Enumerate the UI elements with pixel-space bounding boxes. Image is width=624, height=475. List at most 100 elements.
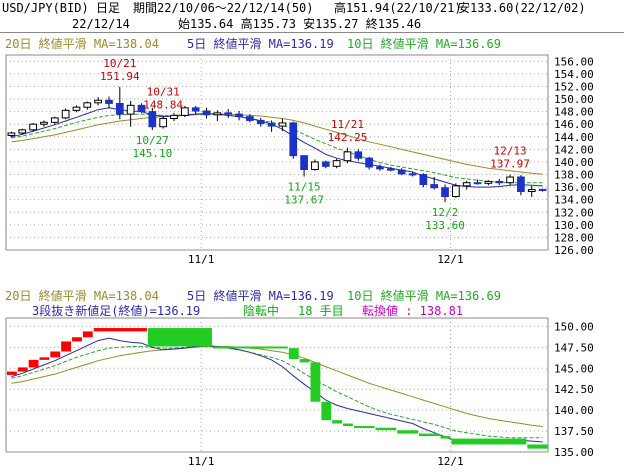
ma10-line-bottom xyxy=(11,346,543,439)
candle-body xyxy=(115,102,124,115)
annotation-date: 10/21 xyxy=(103,57,136,70)
new-price-brick xyxy=(397,430,418,434)
candle-body xyxy=(40,121,48,125)
new-price-brick xyxy=(7,371,17,375)
candle-body xyxy=(72,106,81,111)
annotation-date: 11/15 xyxy=(288,181,321,194)
candle-body xyxy=(419,174,428,186)
annotation-value: 145.10 xyxy=(132,147,172,160)
candle-body xyxy=(376,166,384,170)
candle-panel-ytick-label: 154.00 xyxy=(554,68,594,81)
annotation-date: 11/21 xyxy=(331,118,364,131)
new-price-brick xyxy=(375,427,397,431)
new-price-brick xyxy=(353,426,375,429)
legend-bottom-info2: 陰転中 xyxy=(243,304,280,318)
candle-body xyxy=(506,176,514,184)
candle-body xyxy=(94,99,103,104)
new-price-brick xyxy=(212,346,288,349)
candle-body xyxy=(7,132,16,137)
candle-body xyxy=(126,104,135,115)
new-price-brick xyxy=(147,328,212,347)
ma20-line-bottom xyxy=(11,346,543,427)
newprice-panel-ytick-label: 145.00 xyxy=(554,362,594,375)
annotation-date: 12/2 xyxy=(432,206,459,219)
candle-body xyxy=(170,114,178,120)
new-price-brick xyxy=(17,367,28,372)
candle-body xyxy=(180,107,189,116)
candle-body xyxy=(441,187,449,198)
legend-top-ma5: 5日 終値平滑 MA=136.19 xyxy=(187,37,334,51)
newprice-panel-xtick-label: 12/1 xyxy=(437,455,464,468)
new-price-brick xyxy=(299,359,310,363)
candle-body xyxy=(83,102,92,108)
candle-body xyxy=(50,117,59,123)
candle-body xyxy=(538,188,547,191)
candle-panel-ytick-label: 140.00 xyxy=(554,156,594,169)
new-price-brick xyxy=(451,438,527,445)
new-price-brick xyxy=(418,433,440,437)
annotation-value: 148.84 xyxy=(143,98,183,111)
candle-panel-frame xyxy=(5,54,549,251)
candle-body xyxy=(365,157,374,168)
high-info-label: 高151.94(22/10/21) xyxy=(334,1,462,15)
candle-body xyxy=(321,161,330,167)
new-price-brick xyxy=(332,420,343,424)
candle-body xyxy=(105,99,113,104)
legend-bottom-ma10: 10日 終値平滑 MA=136.69 xyxy=(347,289,501,303)
candle-body xyxy=(462,182,471,187)
candle-body xyxy=(484,180,493,184)
new-price-brick xyxy=(527,444,548,449)
newprice-panel-ytick-label: 135.00 xyxy=(554,446,594,459)
candle-body xyxy=(159,118,168,128)
legend-bottom-ma5: 5日 終値平滑 MA=136.19 xyxy=(187,289,334,303)
candle-body xyxy=(148,111,157,128)
candle-body xyxy=(430,184,439,189)
candle-panel-xtick-label: 12/1 xyxy=(437,253,464,266)
candle-body xyxy=(495,180,504,184)
candle-panel-ytick-label: 144.00 xyxy=(554,131,594,144)
new-price-brick xyxy=(288,348,299,360)
new-price-brick xyxy=(61,341,72,352)
candle-panel-ytick-label: 150.00 xyxy=(554,93,594,106)
newprice-panel-ytick-label: 140.00 xyxy=(554,404,594,417)
candle-body xyxy=(18,129,27,134)
candle-body xyxy=(246,116,254,121)
legend-top-ma10: 10日 終値平滑 MA=136.69 xyxy=(347,37,501,51)
candle-panel-xtick-label: 11/1 xyxy=(188,253,215,266)
annotation-value: 137.67 xyxy=(284,194,324,207)
candle-body xyxy=(224,112,233,115)
candle-panel-ytick-label: 134.00 xyxy=(554,194,594,207)
candle-panel-ytick-label: 156.00 xyxy=(554,55,594,68)
candle-body xyxy=(256,119,265,125)
annotation-value: 137.97 xyxy=(490,158,530,171)
candle-body xyxy=(289,122,298,157)
candle-body xyxy=(278,122,287,127)
candle-panel-ytick-label: 148.00 xyxy=(554,106,594,119)
candle-body xyxy=(332,160,341,167)
candle-body xyxy=(517,176,525,192)
newprice-panel-ytick-label: 147.50 xyxy=(554,341,594,354)
candle-panel-ytick-label: 128.00 xyxy=(554,231,594,244)
candle-body xyxy=(300,155,308,170)
period-type-label: 日足 xyxy=(96,1,121,15)
symbol-label: USD/JPY(BID) xyxy=(2,1,89,15)
newprice-panel-frame xyxy=(5,317,549,453)
candle-panel-ytick-label: 146.00 xyxy=(554,118,594,131)
candle-body xyxy=(451,185,460,198)
period-label: 期間22/10/06〜22/12/14(50) xyxy=(133,1,314,15)
candle-body xyxy=(191,107,200,112)
candle-panel-ytick-label: 132.00 xyxy=(554,206,594,219)
candle-body xyxy=(473,182,482,185)
new-price-brick xyxy=(440,436,451,439)
legend-bottom-info1: 3段抜き新値足(終値)=136.19 xyxy=(32,304,201,318)
header-row-2: 22/12/14 始135.64 高135.73 安135.27 終135.46 xyxy=(0,16,624,33)
newprice-panel-ytick-label: 150.00 xyxy=(554,320,594,333)
candle-body xyxy=(137,104,146,113)
candle-body xyxy=(235,113,243,118)
header-row-1: USD/JPY(BID) 日足 期間22/10/06〜22/12/14(50) … xyxy=(0,0,624,16)
new-price-brick xyxy=(72,337,82,342)
candle-body xyxy=(386,168,395,171)
legend-bottom-info3: 18 手目 xyxy=(298,304,344,318)
candle-panel-ytick-label: 138.00 xyxy=(554,169,594,182)
